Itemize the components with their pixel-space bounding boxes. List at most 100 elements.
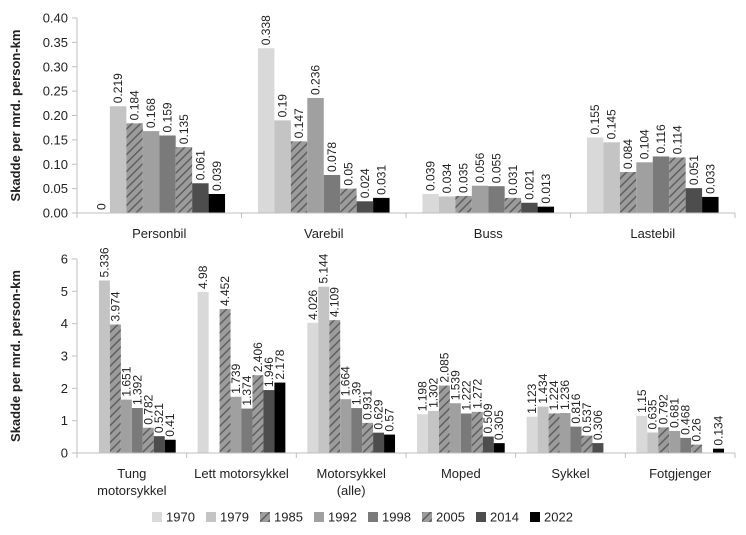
legend-swatch-2014 bbox=[476, 512, 486, 522]
legend-label-1998: 1998 bbox=[382, 510, 411, 525]
data-label: 0.306 bbox=[591, 410, 605, 440]
data-label: 0.931 bbox=[361, 390, 375, 420]
bar-1985 bbox=[455, 195, 472, 213]
data-label: 0.05 bbox=[341, 162, 355, 186]
data-label: 0.305 bbox=[492, 410, 506, 440]
x-tick-label: Motorsykkel bbox=[316, 466, 385, 481]
bar-1985 bbox=[109, 324, 121, 453]
bar-2022 bbox=[537, 206, 555, 213]
data-label: 1.946 bbox=[262, 357, 276, 387]
data-label: 5.144 bbox=[317, 253, 331, 283]
data-label: 0.19 bbox=[276, 94, 290, 118]
bar-1979 bbox=[537, 406, 549, 453]
y-tick-label: 0.20 bbox=[43, 108, 68, 123]
data-label: 0.145 bbox=[605, 109, 619, 139]
bar-2022 bbox=[713, 448, 725, 453]
data-label: 0.051 bbox=[687, 155, 701, 185]
bar-2005 bbox=[669, 157, 686, 213]
legend-label-2014: 2014 bbox=[490, 510, 519, 525]
y-axis-title: Skadde per mrd. person-km bbox=[8, 30, 23, 202]
x-tick-label: Fotgjenger bbox=[649, 466, 712, 481]
bar-1998 bbox=[488, 186, 505, 213]
bar-1998 bbox=[131, 407, 143, 453]
data-label: 4.109 bbox=[328, 287, 342, 317]
data-label: 1.123 bbox=[525, 383, 539, 413]
bar-2005 bbox=[175, 147, 193, 213]
bar-1985 bbox=[619, 172, 637, 213]
data-label: 0.147 bbox=[292, 108, 306, 138]
data-label: 0.039 bbox=[210, 161, 224, 191]
bar-1970 bbox=[416, 414, 428, 453]
bar-1998 bbox=[241, 408, 253, 453]
data-label: 0.155 bbox=[588, 104, 602, 134]
bar-1979 bbox=[98, 280, 110, 453]
bar-1985 bbox=[290, 141, 308, 213]
legend-swatch-1985 bbox=[260, 512, 270, 522]
bar-1992 bbox=[449, 403, 461, 453]
bar-2022 bbox=[208, 193, 226, 213]
data-label: 0.219 bbox=[111, 73, 125, 103]
bar-2014 bbox=[592, 443, 604, 453]
bar-1979 bbox=[109, 106, 127, 213]
data-label: 4.026 bbox=[306, 289, 320, 319]
bar-2014 bbox=[685, 188, 703, 213]
legend-label-1979: 1979 bbox=[220, 510, 249, 525]
x-tick-label: Personbil bbox=[132, 226, 186, 241]
data-label: 4.452 bbox=[218, 276, 232, 306]
x-tick-label: Tung bbox=[117, 466, 146, 481]
bar-2014 bbox=[373, 432, 385, 453]
bar-2005 bbox=[504, 197, 522, 213]
bar-1970 bbox=[257, 48, 275, 213]
x-tick-label: Moped bbox=[441, 466, 481, 481]
x-tick-label: (alle) bbox=[337, 483, 366, 498]
bar-1998 bbox=[323, 174, 341, 213]
y-tick-label: 1 bbox=[61, 413, 68, 428]
data-label: 0.013 bbox=[539, 173, 553, 203]
data-label: 0.236 bbox=[309, 65, 323, 95]
data-label: 0.033 bbox=[703, 164, 717, 194]
bar-1985 bbox=[126, 123, 143, 213]
bar-1970 bbox=[197, 291, 209, 453]
data-label: 1.15 bbox=[635, 389, 649, 413]
data-label: 0.084 bbox=[621, 139, 635, 169]
data-label: 1.374 bbox=[240, 375, 254, 405]
bar-1979 bbox=[603, 142, 620, 213]
bar-1998 bbox=[652, 156, 670, 213]
bar-1998 bbox=[460, 413, 472, 453]
legend-swatch-1979 bbox=[206, 512, 216, 522]
data-label: 1.539 bbox=[448, 370, 462, 400]
bar-1998 bbox=[570, 426, 582, 453]
bar-1992 bbox=[669, 430, 681, 453]
bar-1979 bbox=[438, 196, 456, 213]
bar-1998 bbox=[680, 437, 692, 453]
data-label: 0.159 bbox=[160, 102, 174, 132]
bar-1992 bbox=[340, 399, 352, 453]
y-tick-label: 0 bbox=[61, 446, 68, 461]
bar-1970 bbox=[307, 322, 319, 453]
data-label: 1.664 bbox=[339, 366, 353, 396]
y-tick-label: 3 bbox=[61, 349, 68, 364]
bar-1992 bbox=[307, 97, 324, 213]
bar-2014 bbox=[192, 183, 209, 213]
bar-2022 bbox=[493, 443, 505, 453]
y-tick-label: 0.15 bbox=[43, 132, 68, 147]
y-tick-label: 0.25 bbox=[43, 84, 68, 99]
data-label: 0.635 bbox=[646, 399, 660, 429]
data-label: 0.681 bbox=[668, 398, 682, 428]
y-tick-label: 4 bbox=[61, 316, 68, 331]
data-label: 0.816 bbox=[569, 393, 583, 423]
bar-1985 bbox=[438, 385, 450, 453]
data-label: 0.114 bbox=[670, 125, 684, 154]
data-label: 0.168 bbox=[144, 98, 158, 128]
top-chart: 0.00 0.05 0.10 0.15 0.20 0.25 0.30 0.35 0.40 Skad… bbox=[8, 11, 736, 241]
bar-1970 bbox=[586, 137, 604, 213]
y-tick-label: 2 bbox=[61, 381, 68, 396]
x-tick-label: Lastebil bbox=[630, 226, 675, 241]
data-label: 0.024 bbox=[358, 168, 372, 198]
data-label: 0.039 bbox=[424, 161, 438, 191]
y-axis-title: Skadde per mrd. person-km bbox=[8, 270, 23, 442]
y-tick-label: 5 bbox=[61, 284, 68, 299]
bar-1992 bbox=[559, 413, 571, 453]
